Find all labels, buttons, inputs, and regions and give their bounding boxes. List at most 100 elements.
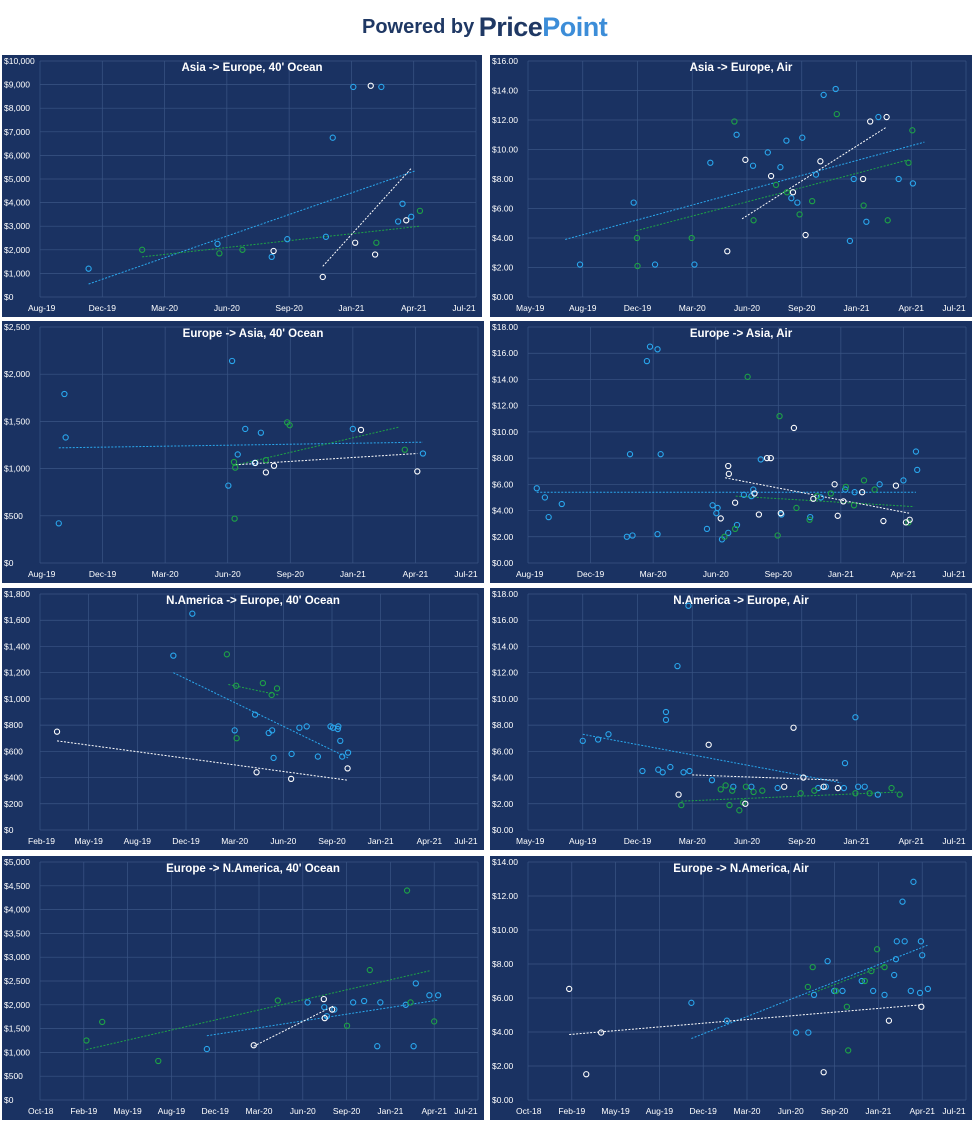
data-point-blue <box>876 481 883 488</box>
x-tick-label: Jan-21 <box>844 303 870 313</box>
y-tick-label: $3,000 <box>4 221 30 231</box>
trendline-green <box>86 970 431 1051</box>
data-point-white <box>790 424 798 432</box>
chart-title: Asia -> Europe, Air <box>690 62 793 74</box>
data-point-blue <box>350 999 357 1006</box>
chart-background <box>2 55 482 317</box>
data-point-blue <box>322 233 330 240</box>
data-point-blue <box>851 489 858 496</box>
data-point-blue <box>812 171 820 178</box>
data-point-blue <box>639 767 646 775</box>
data-point-blue <box>749 162 757 169</box>
data-point-white <box>918 1003 925 1010</box>
x-tick-label: Jun-20 <box>778 1106 804 1116</box>
x-tick-label: Aug-19 <box>569 303 597 313</box>
chart-asia-europe-air: $0.00 $2.00 $4.00 $6.00 $8.00 $10.00 $12.00 $14… <box>490 55 972 317</box>
chart-namerica-europe-ocean: $0 $200 $400 $600 $800 $1,000 $1,200 $1,400 $1,6… <box>2 588 484 850</box>
x-tick-label: Jul-21 <box>454 569 477 579</box>
data-point-green <box>416 207 424 215</box>
data-point-green <box>759 787 766 794</box>
chart-panel-1: $0 $1,000 $2,000 $3,000 $4,000 $5,000 $6,000 $7… <box>2 55 482 317</box>
data-point-blue <box>914 466 921 474</box>
data-point-green <box>721 533 728 540</box>
data-point-white <box>371 251 379 258</box>
data-point-green <box>99 1018 106 1026</box>
x-tick-label: Jun-20 <box>703 569 729 579</box>
chart-background <box>490 588 972 850</box>
x-tick-label: May-19 <box>113 1106 142 1116</box>
trendline-blue <box>691 944 928 1039</box>
data-point-white <box>755 511 763 518</box>
data-point-white <box>906 516 913 523</box>
data-point-white <box>742 800 749 807</box>
data-point-green <box>860 477 868 484</box>
chart-asia-europe-ocean: $0 $1,000 $2,000 $3,000 $4,000 $5,000 $6,000 $7… <box>2 55 482 317</box>
y-tick-label: $12.00 <box>492 891 518 901</box>
y-tick-label: $8,000 <box>4 103 30 113</box>
data-point-blue <box>335 723 342 730</box>
data-point-blue <box>917 938 925 945</box>
data-point-green <box>268 691 275 699</box>
y-tick-label: $4,000 <box>4 905 30 915</box>
data-point-green <box>833 110 840 118</box>
data-point-blue <box>605 731 612 738</box>
data-point-blue <box>822 783 829 790</box>
y-tick-label: $16.00 <box>492 56 518 66</box>
data-point-white <box>800 774 807 781</box>
y-tick-label: $7,000 <box>4 127 30 137</box>
data-point-green <box>750 217 757 224</box>
data-point-blue <box>337 737 344 744</box>
y-tick-label: $8.00 <box>492 720 514 730</box>
x-tick-label: Feb-19 <box>28 836 55 846</box>
data-point-blue <box>730 783 737 790</box>
data-point-blue <box>426 992 433 999</box>
data-point-green <box>774 532 781 539</box>
y-tick-label: $1,400 <box>4 641 30 651</box>
trendline-green <box>232 426 400 467</box>
y-tick-label: $6.00 <box>492 746 514 756</box>
y-tick-label: $6.00 <box>492 204 514 214</box>
data-point-blue <box>881 991 888 999</box>
data-point-blue <box>412 980 419 987</box>
x-tick-label: Mar-20 <box>221 836 248 846</box>
x-tick-label: Oct-18 <box>516 1106 542 1116</box>
y-tick-label: $10.00 <box>492 427 518 437</box>
y-tick-label: $600 <box>4 746 23 756</box>
data-point-blue <box>846 237 854 245</box>
y-tick-label: $200 <box>4 799 23 809</box>
data-point-white <box>320 995 327 1003</box>
data-point-blue <box>314 753 322 760</box>
data-point-white <box>817 158 824 165</box>
data-point-green <box>239 246 246 253</box>
data-point-green <box>736 807 743 814</box>
data-point-white <box>820 1069 827 1076</box>
data-point-green <box>797 790 804 797</box>
data-point-blue <box>349 425 357 433</box>
data-point-white <box>583 1071 590 1078</box>
data-point-green <box>832 987 840 995</box>
data-point-white <box>767 454 774 462</box>
data-point-blue <box>842 486 849 493</box>
data-point-blue <box>685 602 692 609</box>
data-point-green <box>729 787 736 794</box>
data-point-blue <box>304 999 311 1006</box>
data-point-white <box>717 515 724 522</box>
x-tick-label: Jan-21 <box>377 1106 403 1116</box>
chart-namerica-europe-air: $0.00 $2.00 $4.00 $6.00 $8.00 $10.00 $12.00 $14… <box>490 588 972 850</box>
data-point-blue <box>334 725 341 733</box>
trendline-white <box>235 452 418 466</box>
y-tick-label: $0.00 <box>492 1095 514 1105</box>
x-tick-label: Jan-21 <box>338 303 364 313</box>
data-point-white <box>566 985 573 993</box>
data-point-blue <box>783 137 790 144</box>
data-point-green <box>796 211 803 218</box>
data-point-blue <box>651 261 659 268</box>
data-point-green <box>866 790 873 797</box>
data-point-white <box>270 462 278 469</box>
data-point-green <box>888 784 895 792</box>
data-point-green <box>83 1037 90 1044</box>
data-point-green <box>776 413 783 420</box>
y-tick-label: $2.00 <box>492 1061 514 1071</box>
chart-panel-3: $0 $500 $1,000 $1,500 $2,000 $2,500 Aug-19 Dec-… <box>2 321 484 583</box>
data-point-blue <box>680 769 687 776</box>
